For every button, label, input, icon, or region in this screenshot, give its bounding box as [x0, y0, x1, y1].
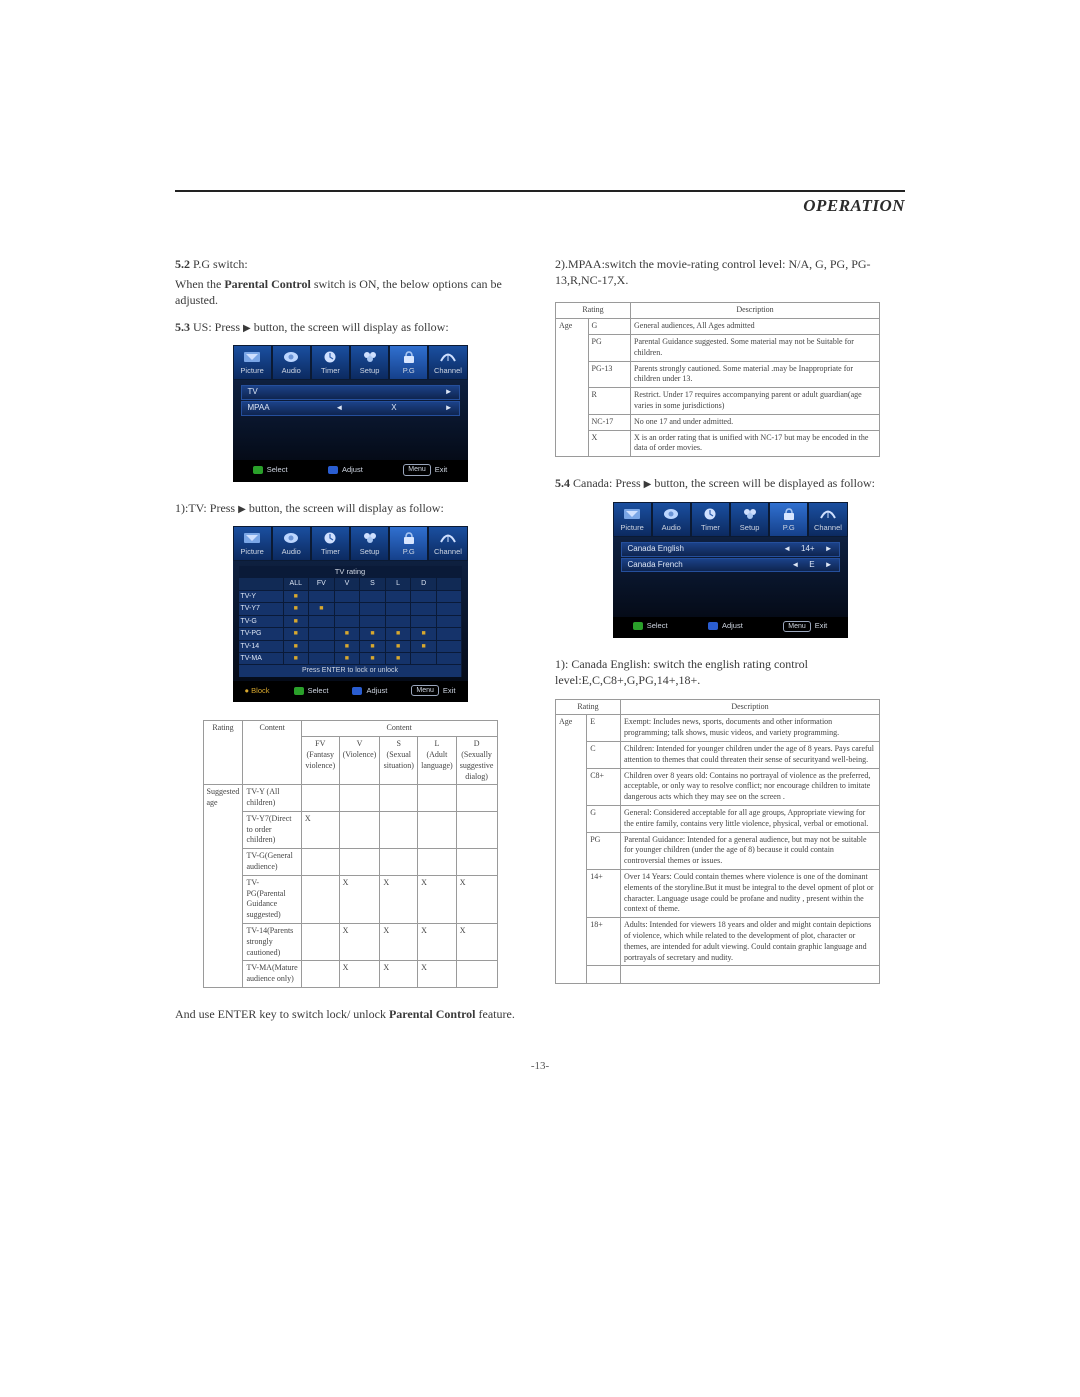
osd-tab-timer: Timer: [691, 502, 730, 537]
osd-tab-audio: Audio: [272, 345, 311, 380]
osd-tab-channel: Channel: [428, 345, 467, 380]
osd-tab-setup: Setup: [350, 526, 389, 561]
osd-tab-audio: Audio: [652, 502, 691, 537]
osd-tv-rating: PictureAudioTimerSetupP.GChannel TV rati…: [175, 526, 525, 702]
osd-row-canada: Canada French◄E►: [621, 558, 840, 573]
osd-tab-p.g: P.G: [389, 345, 428, 380]
canada-table: RatingDescriptionAgeEExempt: Includes ne…: [555, 699, 880, 985]
p-5-2-a: 5.2 P.G switch:: [175, 256, 525, 272]
osd-row-mpaa: MPAA◄X►: [241, 401, 460, 416]
play-icon: ▶: [238, 504, 246, 515]
osd-tab-picture: Picture: [613, 502, 652, 537]
p-can-eng: 1): Canada English: switch the english r…: [555, 656, 905, 688]
osd-tab-channel: Channel: [428, 526, 467, 561]
osd-tab-picture: Picture: [233, 345, 272, 380]
content-table: RatingContentContentFV(Fantasy violence)…: [203, 720, 498, 988]
osd-tab-channel: Channel: [808, 502, 847, 537]
p-5-2-b: When the Parental Control switch is ON, …: [175, 276, 525, 308]
osd-tab-timer: Timer: [311, 526, 350, 561]
osd-tab-setup: Setup: [350, 345, 389, 380]
left-column: 5.2 P.G switch: When the Parental Contro…: [175, 256, 525, 1032]
right-column: 2).MPAA:switch the movie-rating control …: [555, 256, 905, 1032]
osd-pg-menu: PictureAudioTimerSetupP.GChannel TV►MPAA…: [175, 345, 525, 482]
osd-canada: PictureAudioTimerSetupP.GChannel Canada …: [555, 502, 905, 639]
osd-tab-audio: Audio: [272, 526, 311, 561]
p-enter: And use ENTER key to switch lock/ unlock…: [175, 1006, 525, 1022]
mpaa-table: RatingDescriptionAgeGGeneral audiences, …: [555, 302, 880, 457]
p-tv: 1):TV: Press ▶ button, the screen will d…: [175, 500, 525, 517]
osd-tab-p.g: P.G: [769, 502, 808, 537]
osd-tab-picture: Picture: [233, 526, 272, 561]
osd-tab-p.g: P.G: [389, 526, 428, 561]
p-5-4: 5.4 Canada: Press ▶ button, the screen w…: [555, 475, 905, 492]
osd-row-tv: TV►: [241, 385, 460, 400]
p-mpaa: 2).MPAA:switch the movie-rating control …: [555, 256, 905, 288]
header-rule: [175, 190, 905, 192]
two-columns: 5.2 P.G switch: When the Parental Contro…: [175, 256, 905, 1032]
section-title: OPERATION: [175, 196, 905, 216]
page-number: -13-: [175, 1060, 905, 1072]
osd-tab-timer: Timer: [311, 345, 350, 380]
manual-page: OPERATION 5.2 P.G switch: When the Paren…: [175, 0, 905, 1072]
play-icon: ▶: [243, 323, 251, 334]
p-5-3: 5.3 US: Press ▶ button, the screen will …: [175, 319, 525, 336]
osd-row-canada: Canada English◄14+►: [621, 542, 840, 557]
osd-tab-setup: Setup: [730, 502, 769, 537]
